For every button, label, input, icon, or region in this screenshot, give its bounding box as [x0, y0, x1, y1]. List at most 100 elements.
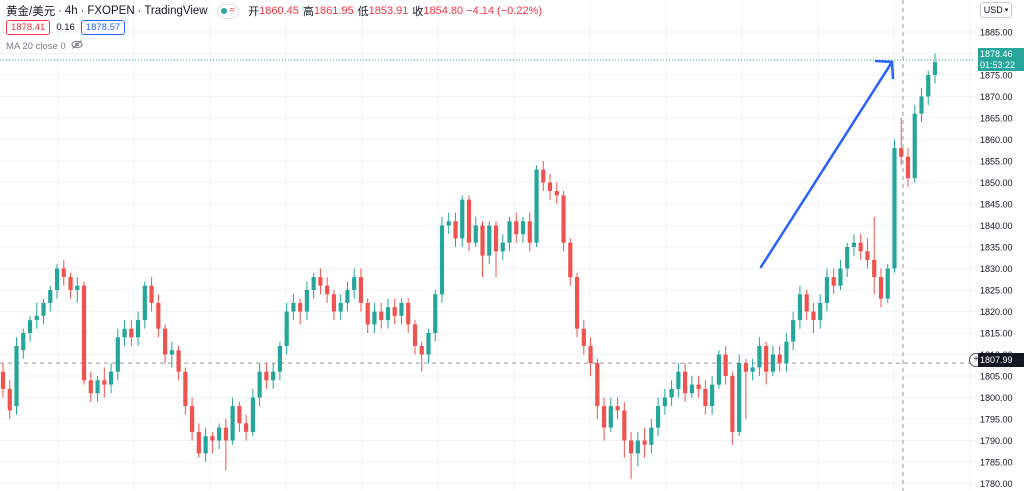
candle: [460, 195, 465, 247]
candle: [412, 320, 418, 355]
candle: [500, 234, 505, 260]
candle-body: [210, 436, 215, 441]
price-tick-label: 1840.00: [980, 221, 1013, 231]
candle-body: [190, 406, 195, 432]
eye-hidden-icon[interactable]: [71, 40, 83, 52]
candle: [257, 363, 262, 407]
candle: [865, 238, 870, 269]
candle-body: [905, 156, 911, 179]
candle-body: [818, 302, 823, 321]
price-tick-label: 1860.00: [980, 135, 1013, 145]
candle: [784, 333, 789, 372]
candle: [885, 264, 890, 303]
crosshair-price-tag: 1807.99: [978, 353, 1024, 367]
candle-body: [277, 345, 282, 372]
separator: ·: [80, 5, 85, 17]
candle: [88, 371, 93, 402]
candle-body: [217, 427, 222, 441]
candle: [446, 212, 451, 235]
candle-body: [784, 341, 789, 364]
buy-button[interactable]: 1878.57: [80, 20, 126, 35]
candle-body: [453, 221, 458, 239]
market-status[interactable]: ≈: [216, 3, 240, 19]
candle: [385, 298, 391, 329]
indicator-label[interactable]: MA 20 close 0: [6, 40, 66, 52]
candle: [662, 388, 667, 415]
candle-body: [352, 277, 357, 290]
candle: [527, 212, 532, 252]
candle: [466, 195, 472, 252]
candle-body: [257, 371, 262, 398]
price-axis: 1885.001880.001875.001870.001865.001860.…: [975, 0, 1024, 491]
candle-body: [892, 148, 897, 269]
candle: [352, 268, 357, 299]
candle-body: [264, 371, 269, 381]
candle-body: [696, 384, 701, 389]
candle: [534, 165, 539, 247]
candle-body: [581, 328, 586, 346]
candle-body: [520, 221, 526, 235]
candle: [7, 380, 12, 419]
candle: [676, 363, 681, 398]
candle-body: [48, 290, 53, 303]
candle-body: [311, 277, 316, 290]
timeframe[interactable]: 4h: [64, 5, 78, 17]
price-tick-label: 1830.00: [980, 264, 1013, 274]
candle: [108, 363, 114, 394]
sell-button[interactable]: 1878.41: [6, 20, 51, 35]
candle: [905, 148, 911, 187]
candle-body: [561, 195, 566, 243]
price-tick-label: 1865.00: [980, 114, 1013, 124]
chevron-down-icon: ▾: [1004, 7, 1009, 14]
candle: [61, 259, 66, 286]
currency-selector[interactable]: USD ▾: [980, 2, 1012, 18]
candle-body: [68, 277, 73, 290]
currency-label: USD: [983, 5, 1003, 15]
candle: [595, 358, 600, 419]
open-key: 开: [248, 6, 260, 18]
candle-body: [750, 367, 755, 372]
candle: [439, 216, 445, 303]
candle-body: [919, 96, 924, 114]
candle: [203, 427, 208, 462]
indicator-row[interactable]: MA 20 close 0: [6, 40, 83, 52]
candle: [68, 272, 73, 299]
candle: [331, 290, 337, 321]
symbol-name[interactable]: 黄金/美元: [6, 6, 56, 18]
candle: [142, 281, 147, 329]
candle-body: [433, 294, 438, 333]
candle-body: [27, 320, 33, 333]
candle-body: [595, 363, 600, 407]
candle: [872, 216, 877, 295]
candle: [608, 397, 613, 432]
price-axis-bg: [975, 0, 1024, 491]
candle-body: [331, 294, 337, 312]
candle-body: [372, 311, 377, 325]
candle-body: [338, 302, 343, 312]
candle: [210, 431, 215, 454]
candle: [831, 268, 836, 295]
candle: [365, 298, 370, 333]
candle-body: [831, 277, 836, 286]
candle-body: [223, 427, 228, 441]
trend-arrow[interactable]: [759, 59, 895, 269]
candle-body: [730, 376, 735, 432]
candle-body: [743, 363, 748, 372]
candle: [568, 238, 573, 286]
candle-body: [574, 277, 580, 329]
candle-body: [460, 199, 465, 239]
candle: [777, 345, 782, 372]
candle: [696, 376, 701, 398]
candle: [81, 281, 87, 385]
candle-body: [791, 320, 796, 342]
candle: [541, 161, 546, 192]
candle: [392, 298, 397, 325]
candle: [912, 105, 917, 183]
price-tick-label: 1835.00: [980, 243, 1013, 253]
candle: [601, 397, 607, 441]
candle-body: [757, 345, 762, 368]
candle-body: [858, 242, 863, 252]
candles: [0, 53, 938, 480]
candle-body: [203, 436, 208, 454]
